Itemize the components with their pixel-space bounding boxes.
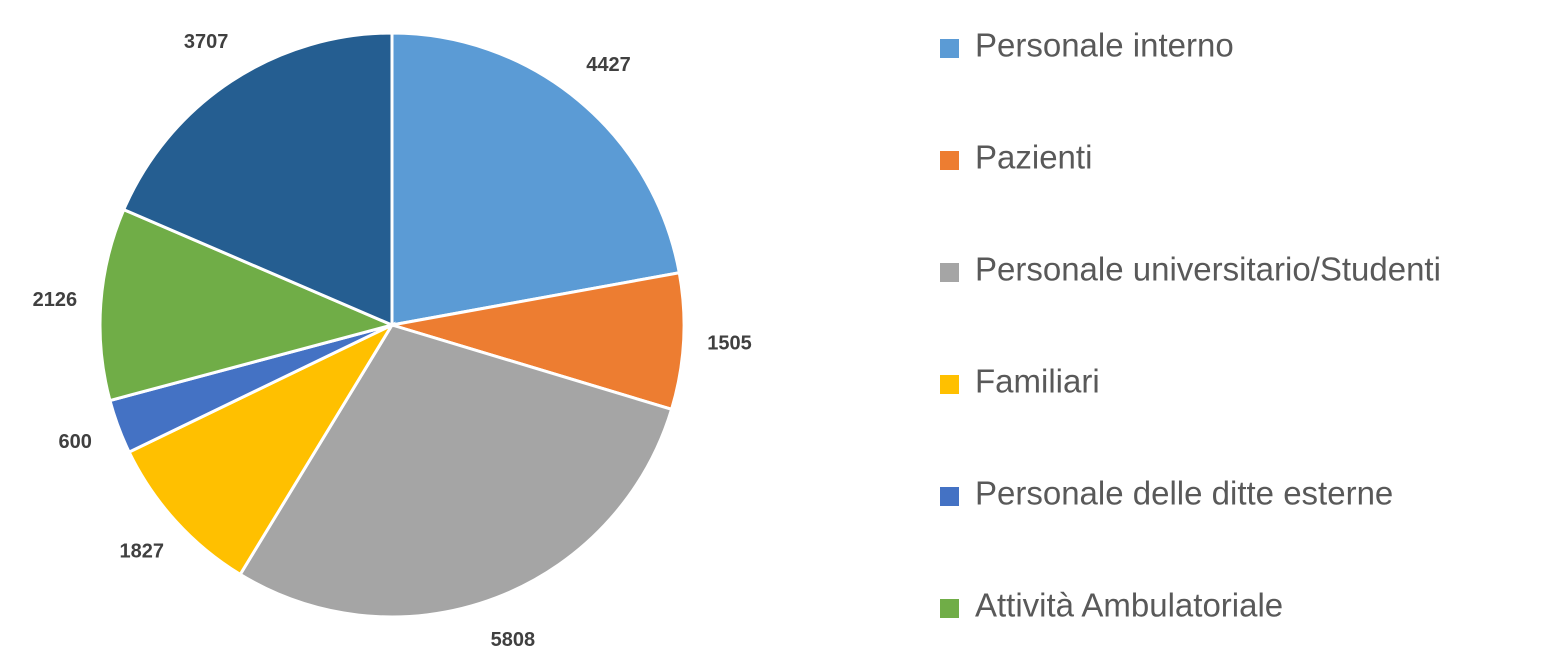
data-label: 600	[58, 431, 91, 453]
legend-label: Personale interno	[975, 27, 1234, 64]
legend-label: Personale delle ditte esterne	[975, 475, 1393, 512]
pie-slice	[98, 207, 397, 403]
data-label: 4427	[586, 54, 631, 76]
legend-swatch	[940, 39, 959, 58]
data-label: 5808	[491, 629, 536, 649]
data-label: 1505	[707, 332, 752, 354]
legend-swatch	[940, 263, 959, 282]
data-label: 1827	[120, 540, 165, 562]
pie-slice	[391, 270, 686, 412]
legend-label: Attività Ambulatoriale	[975, 587, 1283, 624]
pie-slice	[127, 321, 396, 577]
pie-slice	[121, 31, 394, 328]
data-label: 2126	[33, 289, 78, 311]
legend-swatch	[940, 375, 959, 394]
legend-label: Pazienti	[975, 139, 1092, 176]
pie-slice	[390, 31, 682, 327]
data-label: 3707	[184, 31, 229, 53]
legend-label: Personale universitario/Studenti	[975, 251, 1441, 288]
legend-swatch	[940, 599, 959, 618]
legend-label: Familiari	[975, 363, 1100, 400]
legend-swatch	[940, 487, 959, 506]
legend-swatch	[940, 151, 959, 170]
